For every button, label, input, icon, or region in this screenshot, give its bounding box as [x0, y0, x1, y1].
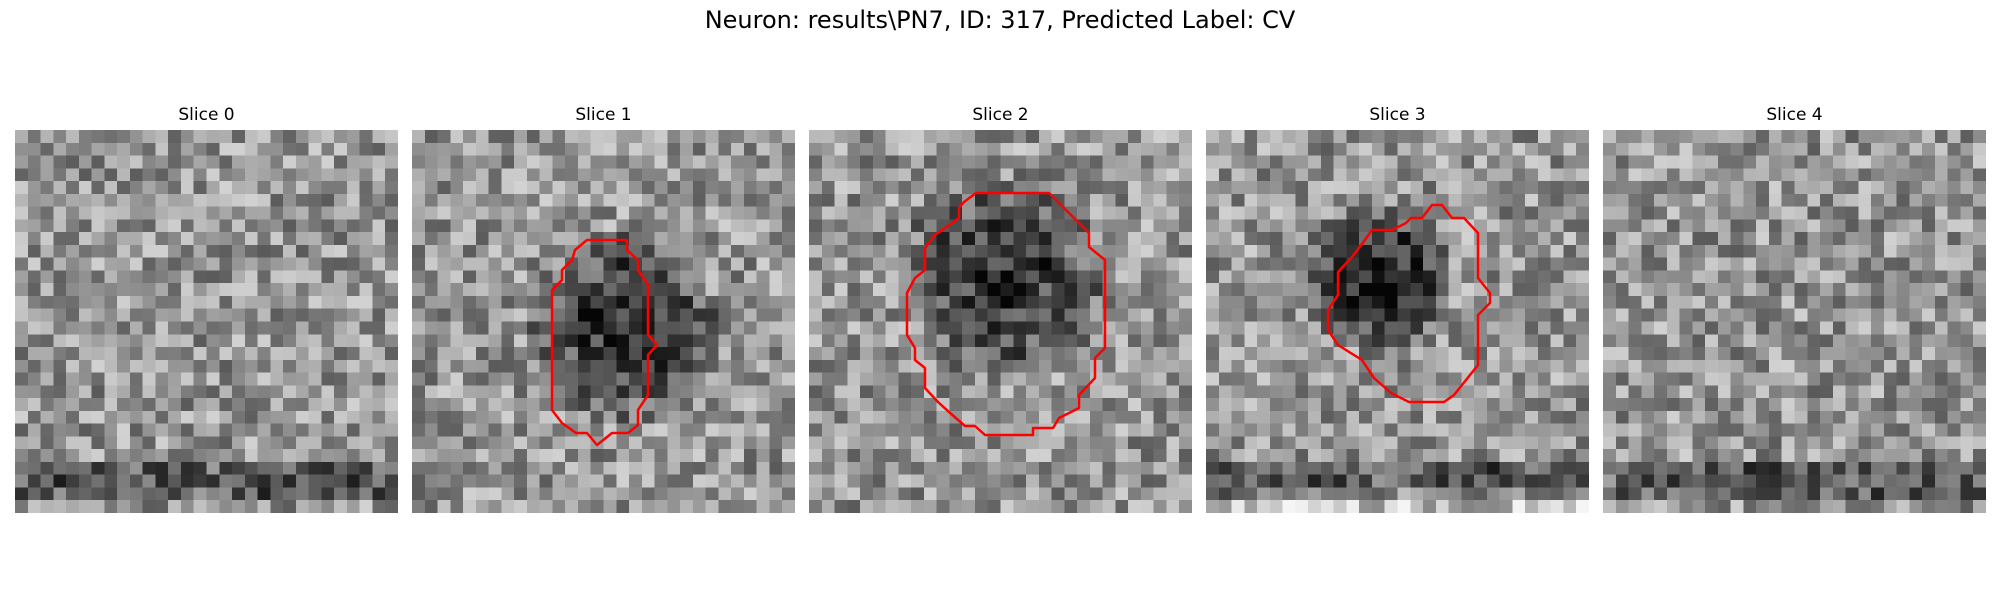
slice-title: Slice 0	[178, 105, 235, 125]
slice-title: Slice 2	[972, 105, 1029, 125]
slice-title: Slice 3	[1369, 105, 1426, 125]
segmentation-contour	[1326, 203, 1492, 404]
slice-title: Slice 1	[575, 105, 632, 125]
slice-image	[15, 130, 398, 513]
slice-panel-2: Slice 2	[809, 100, 1192, 513]
slice-image	[412, 130, 795, 513]
slice-image	[1206, 130, 1589, 513]
figure-title: Neuron: results\PN7, ID: 317, Predicted …	[704, 6, 1296, 34]
slice-title: Slice 4	[1766, 105, 1823, 125]
contour-outline	[905, 191, 1107, 437]
slice-panel-1: Slice 1	[412, 100, 795, 513]
contour-outline	[550, 238, 659, 447]
slice-panel-3: Slice 3	[1206, 100, 1589, 513]
segmentation-contour	[905, 191, 1107, 437]
segmentation-contour	[550, 238, 659, 447]
contour-outline	[1326, 203, 1492, 404]
slice-panel-4: Slice 4	[1603, 100, 1986, 513]
slice-image	[1603, 130, 1986, 513]
slice-panel-0: Slice 0	[15, 100, 398, 513]
